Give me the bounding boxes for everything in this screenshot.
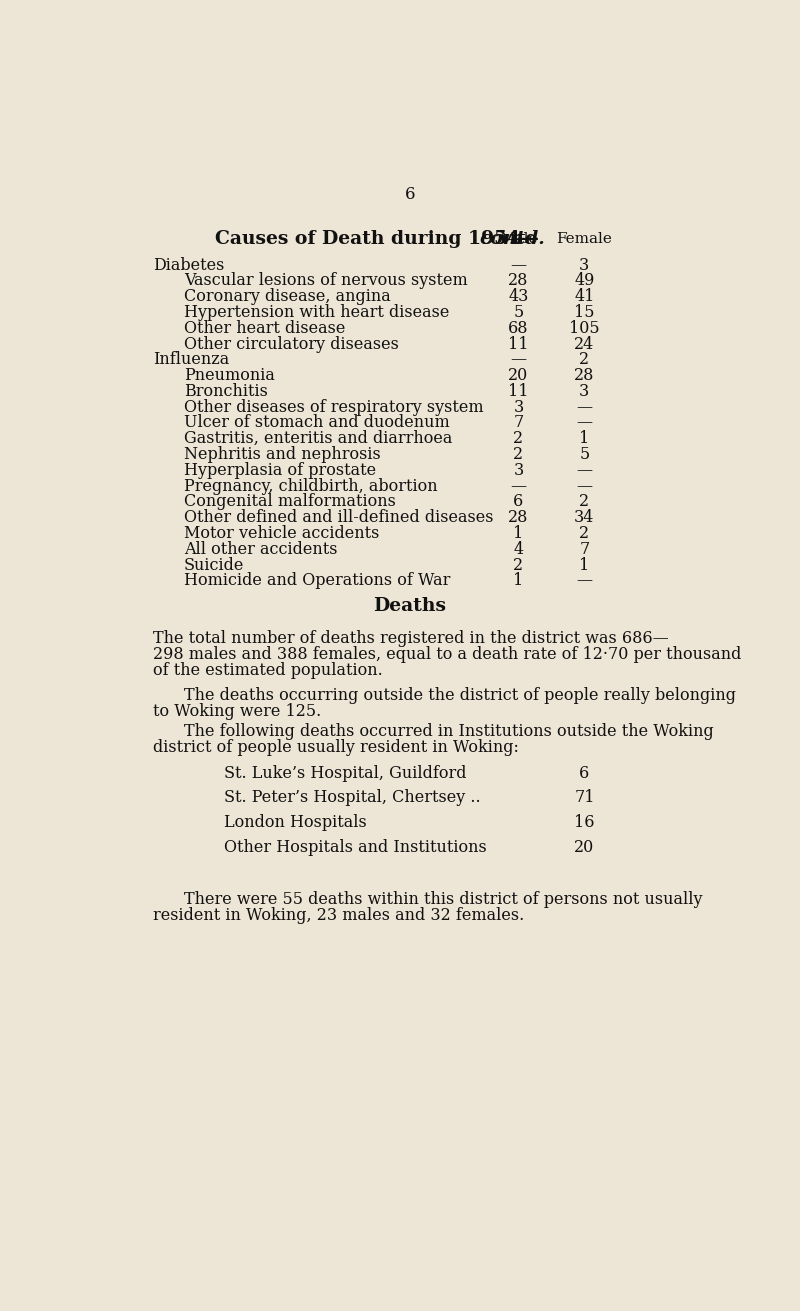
Text: —: — — [576, 414, 593, 431]
Text: 6: 6 — [405, 186, 415, 203]
Text: 3: 3 — [579, 383, 590, 400]
Text: 71: 71 — [574, 789, 594, 806]
Text: Vascular lesions of nervous system: Vascular lesions of nervous system — [184, 273, 467, 290]
Text: 7: 7 — [514, 414, 524, 431]
Text: resident in Woking, 23 males and 32 females.: resident in Woking, 23 males and 32 fema… — [153, 907, 524, 924]
Text: 3: 3 — [514, 461, 524, 479]
Text: —: — — [576, 477, 593, 494]
Text: —: — — [510, 257, 526, 274]
Text: 68: 68 — [508, 320, 529, 337]
Text: Other heart disease: Other heart disease — [184, 320, 345, 337]
Text: —: — — [576, 461, 593, 479]
Text: 2: 2 — [579, 493, 590, 510]
Text: Pneumonia: Pneumonia — [184, 367, 274, 384]
Text: Ulcer of stomach and duodenum: Ulcer of stomach and duodenum — [184, 414, 450, 431]
Text: Motor vehicle accidents: Motor vehicle accidents — [184, 524, 379, 541]
Text: 34: 34 — [574, 509, 594, 526]
Text: Deaths: Deaths — [374, 598, 446, 615]
Text: 1: 1 — [514, 573, 524, 590]
Text: Other diseases of respiratory system: Other diseases of respiratory system — [184, 399, 483, 416]
Text: 7: 7 — [579, 540, 590, 557]
Text: The following deaths occurred in Institutions outside the Woking: The following deaths occurred in Institu… — [184, 724, 714, 741]
Text: 11: 11 — [508, 336, 529, 353]
Text: Coronary disease, angina: Coronary disease, angina — [184, 288, 390, 305]
Text: 1: 1 — [579, 430, 590, 447]
Text: 2: 2 — [514, 430, 523, 447]
Text: Diabetes: Diabetes — [153, 257, 224, 274]
Text: of the estimated population.: of the estimated population. — [153, 662, 382, 679]
Text: 2: 2 — [514, 557, 523, 573]
Text: Other Hospitals and Institutions: Other Hospitals and Institutions — [224, 839, 486, 856]
Text: 1: 1 — [579, 557, 590, 573]
Text: Male: Male — [499, 232, 538, 246]
Text: 28: 28 — [508, 273, 529, 290]
Text: 41: 41 — [574, 288, 594, 305]
Text: district of people usually resident in Woking:: district of people usually resident in W… — [153, 739, 518, 756]
Text: All other accidents: All other accidents — [184, 540, 338, 557]
Text: Congenital malformations: Congenital malformations — [184, 493, 395, 510]
Text: Female: Female — [557, 232, 612, 246]
Text: 28: 28 — [508, 509, 529, 526]
Text: 43: 43 — [508, 288, 529, 305]
Text: 2: 2 — [579, 351, 590, 368]
Text: 15: 15 — [574, 304, 594, 321]
Text: 11: 11 — [508, 383, 529, 400]
Text: 24: 24 — [574, 336, 594, 353]
Text: There were 55 deaths within this district of persons not usually: There were 55 deaths within this distric… — [184, 891, 702, 909]
Text: —: — — [576, 573, 593, 590]
Text: Influenza: Influenza — [153, 351, 229, 368]
Text: 16: 16 — [574, 814, 594, 831]
Text: 4: 4 — [514, 540, 523, 557]
Text: 6: 6 — [579, 764, 590, 781]
Text: 3: 3 — [579, 257, 590, 274]
Text: St. Peter’s Hospital, Chertsey ..: St. Peter’s Hospital, Chertsey .. — [224, 789, 481, 806]
Text: 2: 2 — [579, 524, 590, 541]
Text: 20: 20 — [508, 367, 529, 384]
Text: —: — — [576, 399, 593, 416]
Text: Pregnancy, childbirth, abortion: Pregnancy, childbirth, abortion — [184, 477, 438, 494]
Text: —: — — [510, 477, 526, 494]
Text: 298 males and 388 females, equal to a death rate of 12·70 per thousand: 298 males and 388 females, equal to a de… — [153, 646, 741, 663]
Text: St. Luke’s Hospital, Guildford: St. Luke’s Hospital, Guildford — [224, 764, 466, 781]
Text: The deaths occurring outside the district of people really belonging: The deaths occurring outside the distric… — [184, 687, 736, 704]
Text: 2: 2 — [514, 446, 523, 463]
Text: 5: 5 — [514, 304, 524, 321]
Text: Other defined and ill-defined diseases: Other defined and ill-defined diseases — [184, 509, 493, 526]
Text: Gastritis, enteritis and diarrhoea: Gastritis, enteritis and diarrhoea — [184, 430, 452, 447]
Text: Nephritis and nephrosis: Nephritis and nephrosis — [184, 446, 381, 463]
Text: Bronchitis: Bronchitis — [184, 383, 267, 400]
Text: —: — — [510, 351, 526, 368]
Text: Causes of Death during 1954—: Causes of Death during 1954— — [214, 229, 538, 248]
Text: 6: 6 — [514, 493, 524, 510]
Text: 1: 1 — [514, 524, 524, 541]
Text: Hypertension with heart disease: Hypertension with heart disease — [184, 304, 449, 321]
Text: Other circulatory diseases: Other circulatory diseases — [184, 336, 398, 353]
Text: 5: 5 — [579, 446, 590, 463]
Text: 28: 28 — [574, 367, 594, 384]
Text: 3: 3 — [514, 399, 524, 416]
Text: contd.: contd. — [480, 229, 546, 248]
Text: 49: 49 — [574, 273, 594, 290]
Text: 20: 20 — [574, 839, 594, 856]
Text: Homicide and Operations of War: Homicide and Operations of War — [184, 573, 450, 590]
Text: London Hospitals: London Hospitals — [224, 814, 366, 831]
Text: 105: 105 — [569, 320, 600, 337]
Text: to Woking were 125.: to Woking were 125. — [153, 703, 321, 720]
Text: Suicide: Suicide — [184, 557, 244, 573]
Text: Hyperplasia of prostate: Hyperplasia of prostate — [184, 461, 376, 479]
Text: The total number of deaths registered in the district was 686—: The total number of deaths registered in… — [153, 631, 669, 648]
